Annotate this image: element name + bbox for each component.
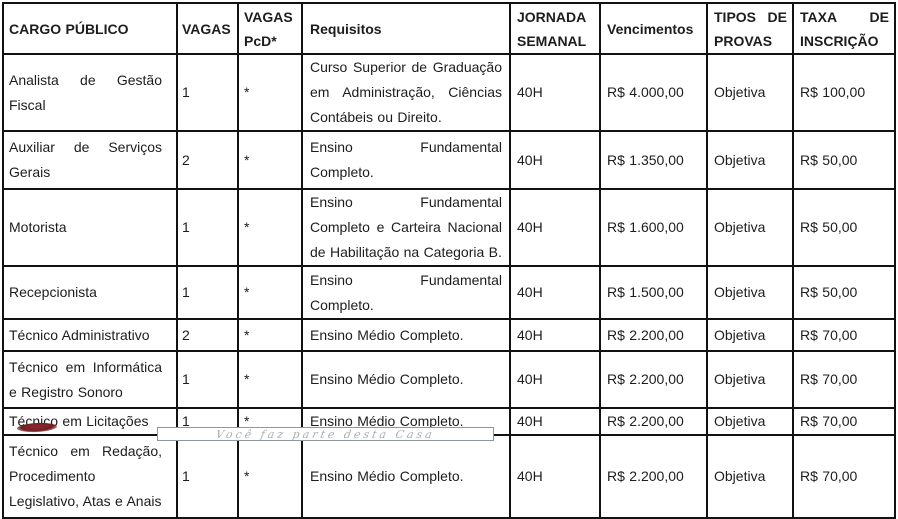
- cell-vagas: 1: [176, 265, 239, 320]
- cell-vagas-pcd: *: [237, 130, 303, 190]
- cell-tipos-provas: Objetiva: [706, 53, 794, 132]
- cell-vencimentos: R$ 4.000,00: [599, 53, 708, 132]
- cell-vagas-pcd: *: [237, 265, 303, 320]
- cell-vagas: 1: [176, 434, 239, 519]
- cell-jornada-semanal: 40H: [509, 407, 601, 436]
- watermark-text: Você faz parte desta Casa: [214, 427, 437, 441]
- header-requisitos: Requisitos: [301, 2, 511, 55]
- watermark-box: Você faz parte desta Casa: [157, 427, 494, 441]
- cell-vagas: 2: [176, 130, 239, 190]
- cell-jornada-semanal: 40H: [509, 265, 601, 320]
- header-taxa-inscricao: TAXA DE INSCRIÇÃO: [792, 2, 896, 55]
- cell-requisitos: Ensino Médio Completo.: [301, 350, 511, 409]
- cell-vagas: 1: [176, 53, 239, 132]
- cell-vencimentos: R$ 1.350,00: [599, 130, 708, 190]
- cell-taxa-inscricao: R$ 70,00: [792, 407, 896, 436]
- cell-requisitos: Ensino Médio Completo.: [301, 434, 511, 519]
- cell-vagas-pcd: *: [237, 188, 303, 267]
- table-row: Recepcionista 1 * Ensino Fundamental Com…: [2, 265, 896, 320]
- cell-taxa-inscricao: R$ 50,00: [792, 130, 896, 190]
- cell-vencimentos: R$ 1.500,00: [599, 265, 708, 320]
- cell-jornada-semanal: 40H: [509, 130, 601, 190]
- cell-vagas-pcd: *: [237, 350, 303, 409]
- cell-taxa-inscricao: R$ 50,00: [792, 188, 896, 267]
- header-vencimentos: Vencimentos: [599, 2, 708, 55]
- table-header-row: CARGO PÚBLICO VAGAS VAGAS PcD* Requisito…: [2, 2, 896, 55]
- cell-cargo-publico: Analista de Gestão Fiscal: [2, 53, 178, 132]
- cell-jornada-semanal: 40H: [509, 53, 601, 132]
- cell-taxa-inscricao: R$ 100,00: [792, 53, 896, 132]
- header-vagas: VAGAS: [176, 2, 239, 55]
- table-row: Técnico em Redação, Procedimento Legisla…: [2, 434, 896, 519]
- cell-vencimentos: R$ 2.200,00: [599, 350, 708, 409]
- cell-cargo-publico: Auxiliar de Serviços Gerais: [2, 130, 178, 190]
- table-row: Analista de Gestão Fiscal 1 * Curso Supe…: [2, 53, 896, 132]
- cell-requisitos: Ensino Fundamental Completo e Carteira N…: [301, 188, 511, 267]
- cell-cargo-publico: Técnico Administrativo: [2, 318, 178, 352]
- cell-vagas: 2: [176, 318, 239, 352]
- cell-tipos-provas: Objetiva: [706, 407, 794, 436]
- cell-vagas-pcd: *: [237, 53, 303, 132]
- table-row: Motorista 1 * Ensino Fundamental Complet…: [2, 188, 896, 267]
- cell-taxa-inscricao: R$ 50,00: [792, 265, 896, 320]
- cell-taxa-inscricao: R$ 70,00: [792, 318, 896, 352]
- cell-vagas-pcd: *: [237, 434, 303, 519]
- cell-taxa-inscricao: R$ 70,00: [792, 434, 896, 519]
- table-row: Auxiliar de Serviços Gerais 2 * Ensino F…: [2, 130, 896, 190]
- table-row: Técnico em Informática e Registro Sonoro…: [2, 350, 896, 409]
- cell-jornada-semanal: 40H: [509, 188, 601, 267]
- cell-tipos-provas: Objetiva: [706, 434, 794, 519]
- cell-requisitos: Ensino Fundamental Completo.: [301, 265, 511, 320]
- cell-jornada-semanal: 40H: [509, 318, 601, 352]
- table-row: Técnico Administrativo 2 * Ensino Médio …: [2, 318, 896, 352]
- cell-requisitos: Ensino Fundamental Completo.: [301, 130, 511, 190]
- header-jornada-semanal: JORNADA SEMANAL: [509, 2, 601, 55]
- cell-jornada-semanal: 40H: [509, 434, 601, 519]
- cell-cargo-publico: Motorista: [2, 188, 178, 267]
- cell-vagas-pcd: *: [237, 318, 303, 352]
- header-tipos-provas: TIPOS DE PROVAS: [706, 2, 794, 55]
- cell-cargo-publico: Técnico em Informática e Registro Sonoro: [2, 350, 178, 409]
- cell-tipos-provas: Objetiva: [706, 350, 794, 409]
- header-vagas-pcd: VAGAS PcD*: [237, 2, 303, 55]
- cell-vencimentos: R$ 2.200,00: [599, 318, 708, 352]
- cell-tipos-provas: Objetiva: [706, 265, 794, 320]
- cell-jornada-semanal: 40H: [509, 350, 601, 409]
- header-cargo-publico: CARGO PÚBLICO: [2, 2, 178, 55]
- cell-taxa-inscricao: R$ 70,00: [792, 350, 896, 409]
- cell-requisitos: Ensino Médio Completo.: [301, 318, 511, 352]
- cell-tipos-provas: Objetiva: [706, 188, 794, 267]
- cell-requisitos: Curso Superior de Graduação em Administr…: [301, 53, 511, 132]
- cell-tipos-provas: Objetiva: [706, 318, 794, 352]
- cell-tipos-provas: Objetiva: [706, 130, 794, 190]
- cell-vagas: 1: [176, 350, 239, 409]
- cell-vencimentos: R$ 1.600,00: [599, 188, 708, 267]
- cell-vencimentos: R$ 2.200,00: [599, 407, 708, 436]
- cell-cargo-publico: Técnico em Redação, Procedimento Legisla…: [2, 434, 178, 519]
- cell-vagas: 1: [176, 188, 239, 267]
- cell-cargo-publico: Recepcionista: [2, 265, 178, 320]
- cell-vencimentos: R$ 2.200,00: [599, 434, 708, 519]
